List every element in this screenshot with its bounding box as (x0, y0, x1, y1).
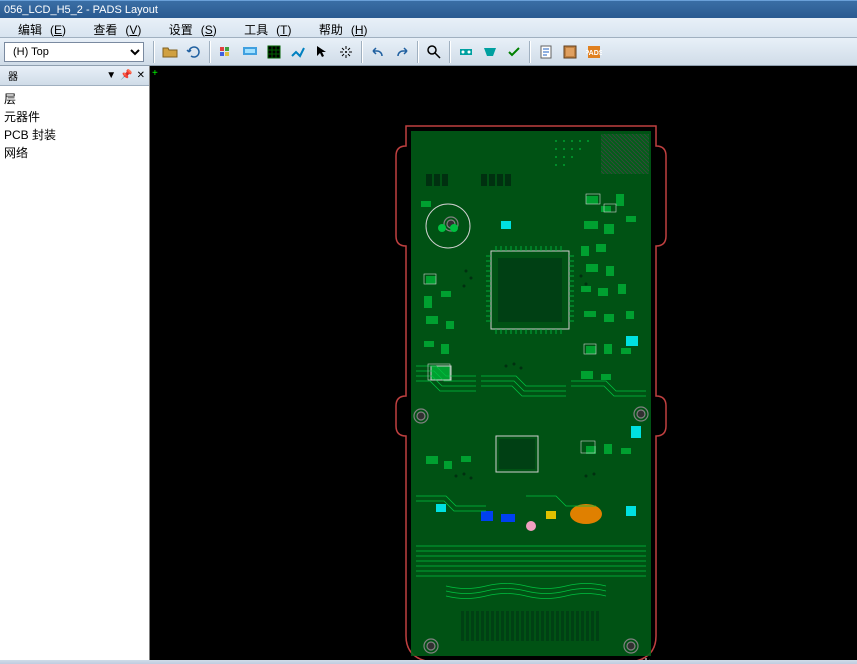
grid-button[interactable] (263, 41, 285, 63)
toolbar: (H) Top PADS (0, 38, 857, 66)
design-canvas[interactable]: + (150, 66, 857, 660)
zoom-button[interactable] (423, 41, 445, 63)
drc-button[interactable] (455, 41, 477, 63)
separator (417, 41, 419, 63)
select-button[interactable] (311, 41, 333, 63)
snap-button[interactable] (335, 41, 357, 63)
cam-button[interactable] (559, 41, 581, 63)
verify-button[interactable] (479, 41, 501, 63)
layer-select[interactable]: (H) Top (4, 42, 144, 62)
check-button[interactable] (503, 41, 525, 63)
separator (449, 41, 451, 63)
refresh-button[interactable] (183, 41, 205, 63)
menu-tools[interactable]: 工具(T) (228, 18, 299, 42)
close-icon[interactable]: ✕ (137, 70, 145, 81)
open-button[interactable] (159, 41, 181, 63)
svg-text:PADS: PADS (586, 50, 602, 57)
main-area: 器 ▼ 📌 ✕ 层 元器件 PCB 封装 网络 + (0, 66, 857, 660)
pin-icon[interactable]: 📌 (120, 70, 132, 81)
titlebar: 056_LCD_H5_2 - PADS Layout (0, 0, 857, 18)
sidebar-header: 器 ▼ 📌 ✕ (0, 66, 149, 86)
menu-edit[interactable]: 编辑(E) (2, 18, 74, 42)
layers-button[interactable] (215, 41, 237, 63)
tree: 层 元器件 PCB 封装 网络 (0, 86, 149, 166)
menubar: 编辑(E) 查看(V) 设置(S) 工具(T) 帮助(H) (0, 18, 857, 38)
display-button[interactable] (239, 41, 261, 63)
pcb-view (386, 116, 676, 660)
redo-button[interactable] (391, 41, 413, 63)
statusbar (0, 660, 857, 664)
separator (209, 41, 211, 63)
route-button[interactable] (287, 41, 309, 63)
pcb-svg (386, 116, 676, 660)
sidebar-title: 器 (8, 68, 18, 83)
report-button[interactable] (535, 41, 557, 63)
title-text: 056_LCD_H5_2 - PADS Layout (4, 4, 158, 16)
origin-marker: + (152, 68, 158, 79)
menu-view[interactable]: 查看(V) (77, 18, 149, 42)
tree-item-decals[interactable]: PCB 封装 (2, 126, 147, 144)
project-explorer: 器 ▼ 📌 ✕ 层 元器件 PCB 封装 网络 (0, 66, 150, 660)
tree-item-components[interactable]: 元器件 (2, 108, 147, 126)
menu-setup[interactable]: 设置(S) (153, 18, 225, 42)
dropdown-icon[interactable]: ▼ (106, 70, 116, 81)
eco-button[interactable]: PADS (583, 41, 605, 63)
tree-item-nets[interactable]: 网络 (2, 144, 147, 162)
undo-button[interactable] (367, 41, 389, 63)
tree-item-layers[interactable]: 层 (2, 90, 147, 108)
separator (529, 41, 531, 63)
separator (361, 41, 363, 63)
separator (153, 41, 155, 63)
menu-help[interactable]: 帮助(H) (303, 18, 376, 42)
